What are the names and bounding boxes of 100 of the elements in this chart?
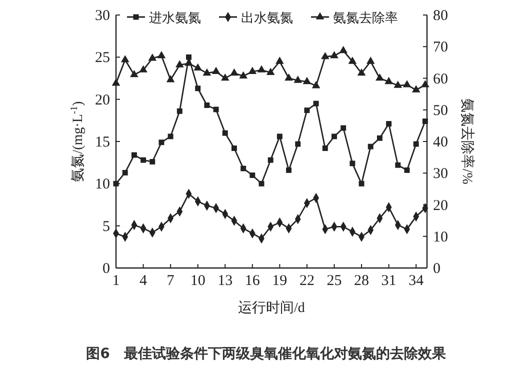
- y-tick-label: 0: [102, 261, 110, 277]
- x-tick-label: 4: [140, 273, 148, 289]
- point: [250, 172, 256, 178]
- point: [376, 73, 384, 81]
- point: [304, 108, 310, 114]
- y2-tick-label: 0: [433, 261, 440, 277]
- point: [212, 66, 220, 74]
- x-tick-label: 28: [354, 273, 370, 289]
- point: [258, 180, 264, 186]
- point: [312, 81, 320, 88]
- point: [158, 140, 164, 146]
- point: [294, 76, 302, 83]
- point: [320, 52, 330, 60]
- y-tick-label: 30: [95, 8, 110, 24]
- point: [139, 65, 148, 72]
- point: [386, 121, 392, 127]
- point: [230, 68, 238, 76]
- point: [168, 134, 174, 140]
- y2-axis-title: 氨氮去除率/%: [459, 98, 475, 185]
- point: [357, 68, 366, 76]
- point: [322, 146, 328, 151]
- point: [176, 108, 182, 114]
- point: [150, 159, 156, 164]
- point: [175, 60, 184, 68]
- x-tick-label: 19: [272, 273, 288, 289]
- point: [131, 152, 137, 158]
- y-tick-label: 20: [95, 92, 110, 108]
- point: [248, 66, 257, 74]
- legend-label: 进水氨氮: [149, 10, 201, 25]
- point: [302, 76, 312, 84]
- point: [220, 73, 230, 81]
- point: [257, 65, 266, 72]
- point: [332, 134, 337, 140]
- point: [366, 56, 375, 64]
- point: [295, 141, 301, 147]
- y2-tick-label: 20: [433, 198, 448, 214]
- point: [213, 106, 219, 112]
- point: [222, 130, 228, 136]
- point: [239, 71, 248, 78]
- point: [276, 134, 282, 140]
- point: [358, 180, 364, 186]
- x-tick-label: 10: [190, 273, 206, 289]
- point: [313, 100, 319, 106]
- point: [204, 102, 210, 108]
- y2-tick-label: 80: [433, 8, 448, 24]
- point: [130, 70, 138, 78]
- x-tick-label: 34: [408, 273, 424, 289]
- point: [330, 50, 338, 58]
- y2-tick-label: 40: [433, 134, 448, 150]
- y2-tick-label: 60: [433, 71, 448, 88]
- point: [376, 135, 382, 141]
- point: [412, 85, 420, 92]
- point: [231, 146, 237, 151]
- point: [240, 166, 246, 172]
- point: [368, 144, 374, 150]
- x-tick-label: 13: [218, 273, 233, 289]
- point: [286, 167, 292, 173]
- legend-label: 氨氮去除率: [333, 10, 398, 25]
- point: [266, 68, 275, 75]
- point: [186, 54, 192, 60]
- point: [120, 55, 130, 62]
- point: [195, 86, 201, 92]
- point: [202, 68, 212, 76]
- x-tick-label: 7: [166, 273, 175, 289]
- point: [148, 54, 157, 61]
- x-tick-label: 25: [326, 273, 342, 289]
- x-tick-label: 31: [381, 273, 396, 289]
- point: [350, 160, 356, 166]
- y2-tick-label: 30: [433, 166, 448, 182]
- caption: 图6 最佳试验条件下两级臭氧催化氧化对氨氮的去除效果: [86, 346, 447, 362]
- point: [394, 80, 402, 88]
- point: [421, 80, 430, 88]
- y-tick-label: 15: [95, 134, 110, 150]
- point: [122, 170, 128, 176]
- x-axis-title: 运行时间/d: [238, 300, 305, 316]
- point: [395, 162, 401, 168]
- point: [194, 63, 202, 71]
- y2-tick-label: 70: [433, 40, 448, 56]
- point: [404, 167, 410, 173]
- point: [384, 76, 393, 84]
- y-tick-label: 5: [102, 218, 110, 235]
- y-tick-label: 25: [95, 50, 110, 66]
- x-tick-label: 22: [299, 273, 314, 289]
- y-tick-label: 10: [95, 176, 110, 193]
- y2-tick-label: 50: [433, 102, 448, 119]
- point: [402, 80, 412, 88]
- x-tick-label: 1: [112, 273, 120, 289]
- point: [413, 141, 419, 147]
- point: [268, 157, 274, 163]
- point: [166, 75, 175, 82]
- point: [284, 73, 293, 81]
- legend-label: 出水氨氮: [241, 10, 293, 25]
- x-tick-label: 16: [244, 273, 260, 289]
- point: [140, 157, 146, 163]
- point: [339, 46, 348, 54]
- y2-tick-label: 10: [433, 229, 448, 246]
- point: [348, 56, 357, 64]
- point: [157, 50, 166, 58]
- point: [276, 56, 284, 64]
- point: [340, 125, 346, 131]
